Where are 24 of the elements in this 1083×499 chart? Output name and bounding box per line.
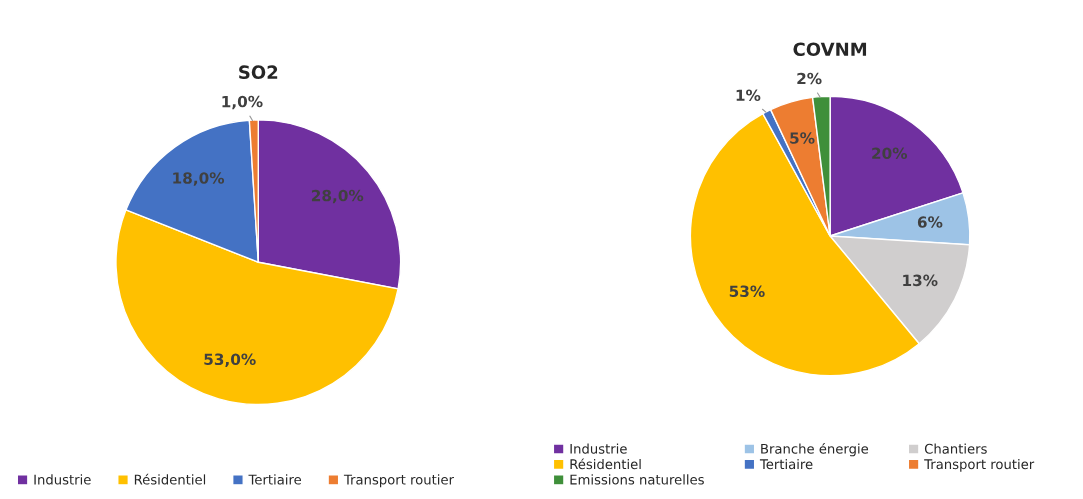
legend-label: Transport routier xyxy=(924,458,1035,472)
data-label: 53,0% xyxy=(204,353,256,368)
legend-label: Transport routier xyxy=(343,474,454,488)
data-label: 5% xyxy=(790,132,815,144)
legend-label: Résidentiel xyxy=(134,473,206,485)
chart-title: SO2 xyxy=(239,65,278,80)
data-label: 6% xyxy=(917,216,943,228)
data-label: 1,0% xyxy=(222,95,263,110)
legend-label: Résidentiel xyxy=(570,458,641,470)
data-label: 28,0% xyxy=(311,189,364,204)
legend-label: Industrie xyxy=(570,443,627,454)
legend-label: Chantiers xyxy=(924,443,987,454)
data-label: 53% xyxy=(729,285,765,297)
legend-label: Industrie xyxy=(34,474,91,485)
legend-label: Tertiaire xyxy=(759,458,813,470)
chart-title: COVNM xyxy=(793,42,867,57)
legend-label: Branche énergie xyxy=(761,443,869,457)
data-label: 20% xyxy=(872,147,908,160)
data-label: 18,0% xyxy=(173,172,225,186)
legend-label: Emissions naturelles xyxy=(570,474,704,485)
legend-label: Tertiaire xyxy=(248,474,302,485)
data-label: 2% xyxy=(797,72,822,85)
data-label: 13% xyxy=(903,274,938,287)
data-label: 1% xyxy=(736,89,761,102)
